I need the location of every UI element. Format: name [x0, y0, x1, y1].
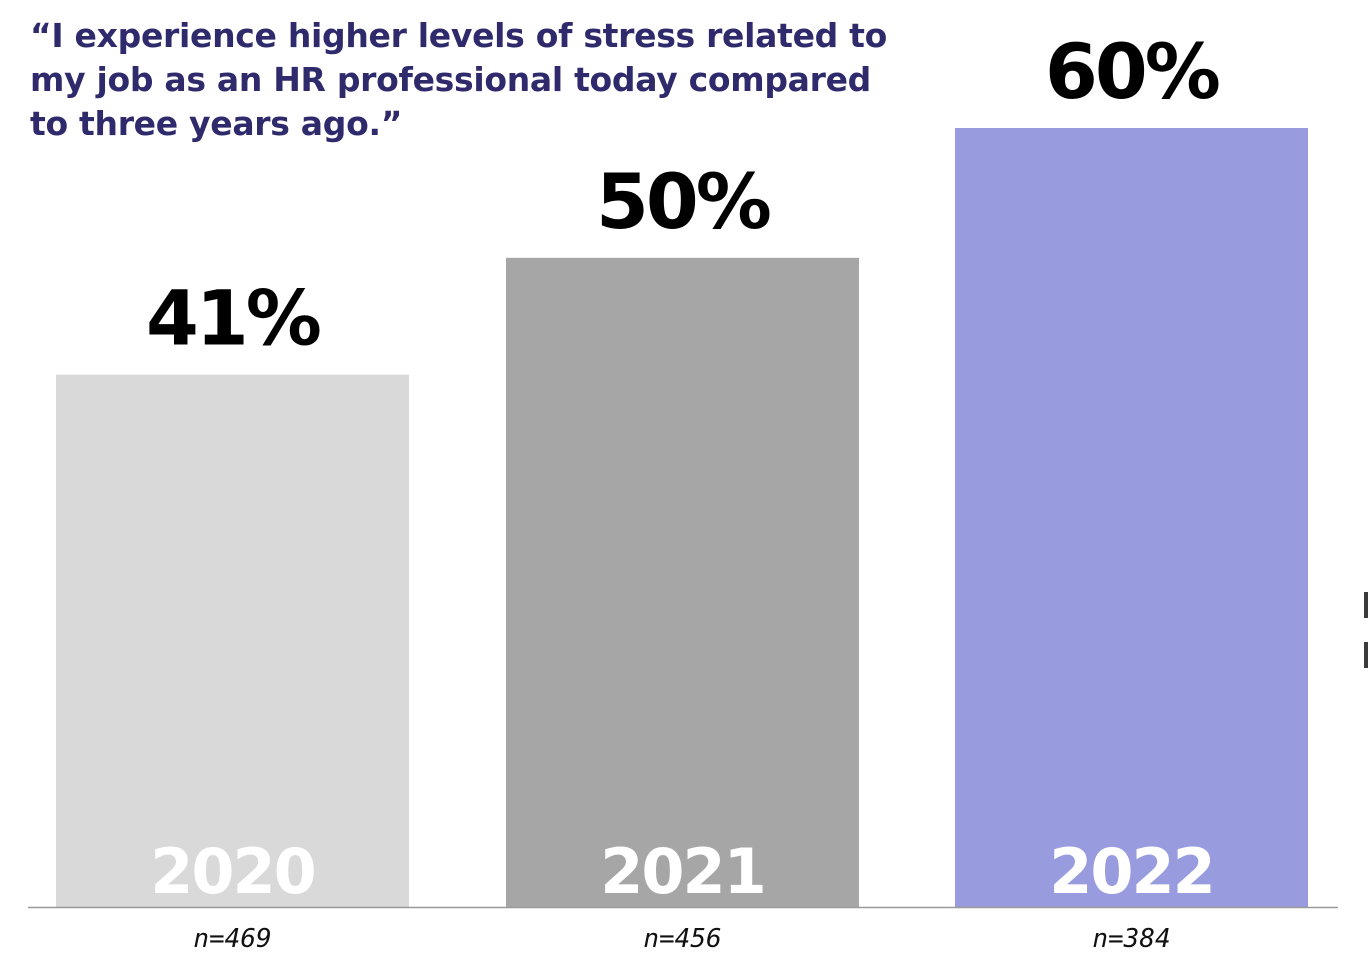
category-label-2022: 2022: [1049, 835, 1214, 908]
edge-mark-top: [1364, 592, 1368, 618]
edge-mark-bottom: [1364, 642, 1368, 668]
category-label-2021: 2021: [600, 835, 765, 908]
sample-size-label-2020: n=469: [193, 924, 271, 954]
bars-group: [56, 128, 1308, 907]
labels-group: 41% 2020 n=469 50% 2021 n=456 60% 2022 n=384: [146, 27, 1222, 954]
chart-title: “I experience higher levels of stress re…: [30, 16, 888, 143]
value-label-2020: 41%: [146, 274, 320, 363]
bar-2020: [56, 374, 409, 907]
value-label-2021: 50%: [596, 157, 770, 246]
sample-size-label-2021: n=456: [643, 924, 721, 954]
bar-2022: [955, 128, 1308, 907]
sample-size-label-2022: n=384: [1092, 924, 1170, 954]
value-label-2022: 60%: [1045, 27, 1219, 116]
category-label-2020: 2020: [150, 835, 315, 908]
bar-2021: [506, 257, 859, 907]
